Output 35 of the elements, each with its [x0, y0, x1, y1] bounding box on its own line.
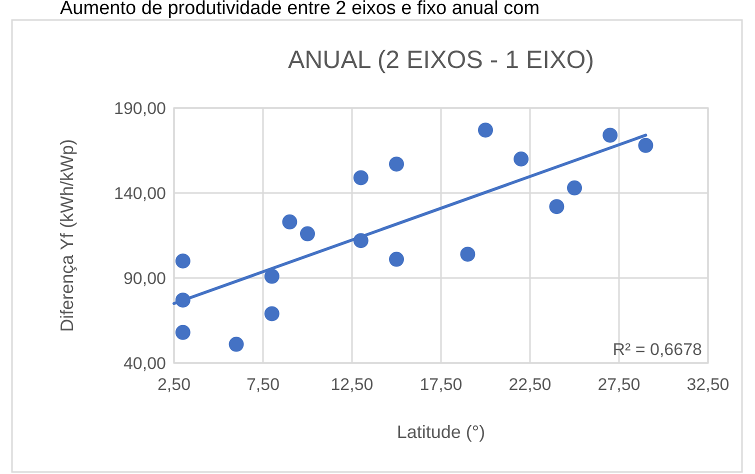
point [264, 306, 280, 322]
point [638, 138, 654, 153]
y-axis-title: Diferença Yf (kWh/kWp) [57, 139, 77, 332]
point [264, 268, 280, 284]
x-tick-label: 12,50 [330, 375, 374, 394]
point [567, 180, 582, 196]
point [282, 214, 298, 230]
point [175, 292, 190, 308]
text: Aumento de produtividade entre 2 eixos e fixo anual com [60, 0, 540, 19]
y-tick-label: 190,00 [114, 99, 166, 118]
point [175, 324, 190, 340]
point [175, 254, 190, 268]
point [300, 226, 315, 242]
point [514, 152, 529, 166]
point [549, 199, 564, 214]
x-tick-label: 2,50 [157, 375, 191, 394]
annotation: R² = 0,6678 [612, 340, 702, 359]
y-tick-label: 140,00 [114, 184, 166, 203]
x-tick-label: 17,50 [420, 375, 462, 394]
x-tick-label: 7,50 [246, 375, 280, 394]
point [353, 233, 368, 248]
x-tick-label: 27,50 [598, 375, 640, 394]
point [602, 128, 618, 143]
point [460, 246, 476, 262]
point [389, 156, 404, 172]
y-tick-label: 90,00 [123, 269, 166, 288]
y-tick-label: 40,00 [123, 354, 166, 373]
x-tick-label: 22,50 [508, 375, 552, 394]
point [228, 336, 244, 352]
point [478, 122, 493, 138]
point [389, 252, 404, 267]
point [353, 170, 368, 186]
x-tick-label: 32,50 [686, 375, 730, 394]
chart-title: ANUAL (2 EIXOS - 1 EIXO) [288, 46, 594, 74]
x-axis-title: Latitude (°) [396, 422, 486, 442]
